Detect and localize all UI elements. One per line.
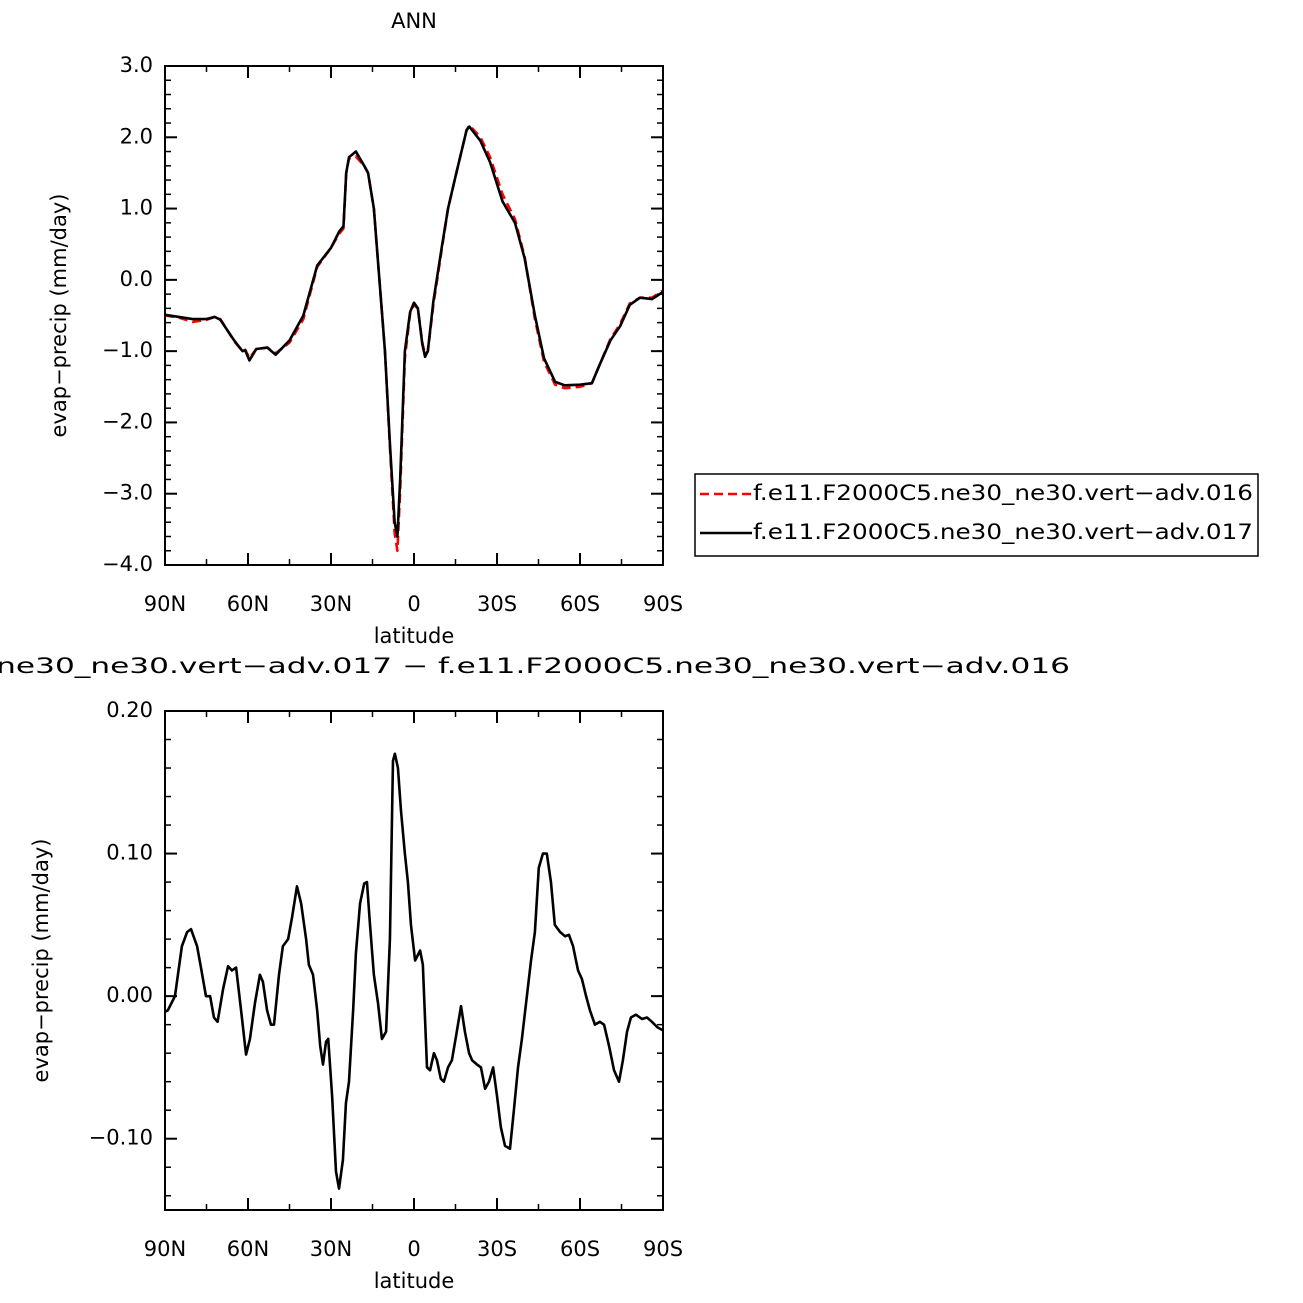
y-tick-label: 0.0 bbox=[120, 267, 153, 291]
chart-title: f.e11.F2000C5.ne30_ne30.vert−adv.017 − f… bbox=[0, 654, 1070, 679]
x-tick-label: 60N bbox=[227, 592, 269, 616]
y-tick-label: −2.0 bbox=[102, 409, 153, 433]
data-line bbox=[164, 125, 664, 538]
y-axis-label: evap−precip (mm/day) bbox=[47, 194, 71, 438]
x-tick-label: 90N bbox=[144, 1237, 186, 1261]
data-line bbox=[164, 123, 664, 553]
x-tick-label: 30N bbox=[310, 592, 352, 616]
legend-label: f.e11.F2000C5.ne30_ne30.vert−adv.016 bbox=[753, 481, 1253, 506]
y-tick-label: −0.10 bbox=[89, 1126, 153, 1150]
x-tick-label: 60S bbox=[560, 1237, 600, 1261]
y-tick-label: 0.20 bbox=[106, 698, 153, 722]
y-axis-label: evap−precip (mm/day) bbox=[29, 839, 53, 1083]
x-tick-label: 30S bbox=[477, 1237, 517, 1261]
y-tick-label: −3.0 bbox=[102, 481, 153, 505]
data-line bbox=[164, 752, 664, 1190]
y-tick-label: 2.0 bbox=[120, 124, 153, 148]
x-tick-label: 30N bbox=[310, 1237, 352, 1261]
x-tick-label: 0 bbox=[407, 1237, 420, 1261]
x-axis-label: latitude bbox=[374, 624, 455, 648]
x-tick-label: 90S bbox=[643, 592, 683, 616]
plot-frame bbox=[164, 65, 664, 566]
x-tick-label: 90N bbox=[144, 592, 186, 616]
y-tick-label: 0.00 bbox=[106, 983, 153, 1007]
y-tick-label: 3.0 bbox=[120, 53, 153, 77]
x-tick-label: 0 bbox=[407, 592, 420, 616]
plot-frame bbox=[164, 710, 664, 1211]
y-tick-label: −4.0 bbox=[102, 552, 153, 576]
legend-box bbox=[694, 473, 1259, 557]
y-tick-label: 0.10 bbox=[106, 841, 153, 865]
legend-label: f.e11.F2000C5.ne30_ne30.vert−adv.017 bbox=[753, 520, 1253, 545]
y-tick-label: 1.0 bbox=[120, 196, 153, 220]
x-tick-label: 30S bbox=[477, 592, 517, 616]
chart-title: ANN bbox=[391, 9, 437, 33]
y-tick-label: −1.0 bbox=[102, 338, 153, 362]
x-tick-label: 90S bbox=[643, 1237, 683, 1261]
x-axis-label: latitude bbox=[374, 1269, 455, 1293]
x-tick-label: 60N bbox=[227, 1237, 269, 1261]
x-tick-label: 60S bbox=[560, 592, 600, 616]
